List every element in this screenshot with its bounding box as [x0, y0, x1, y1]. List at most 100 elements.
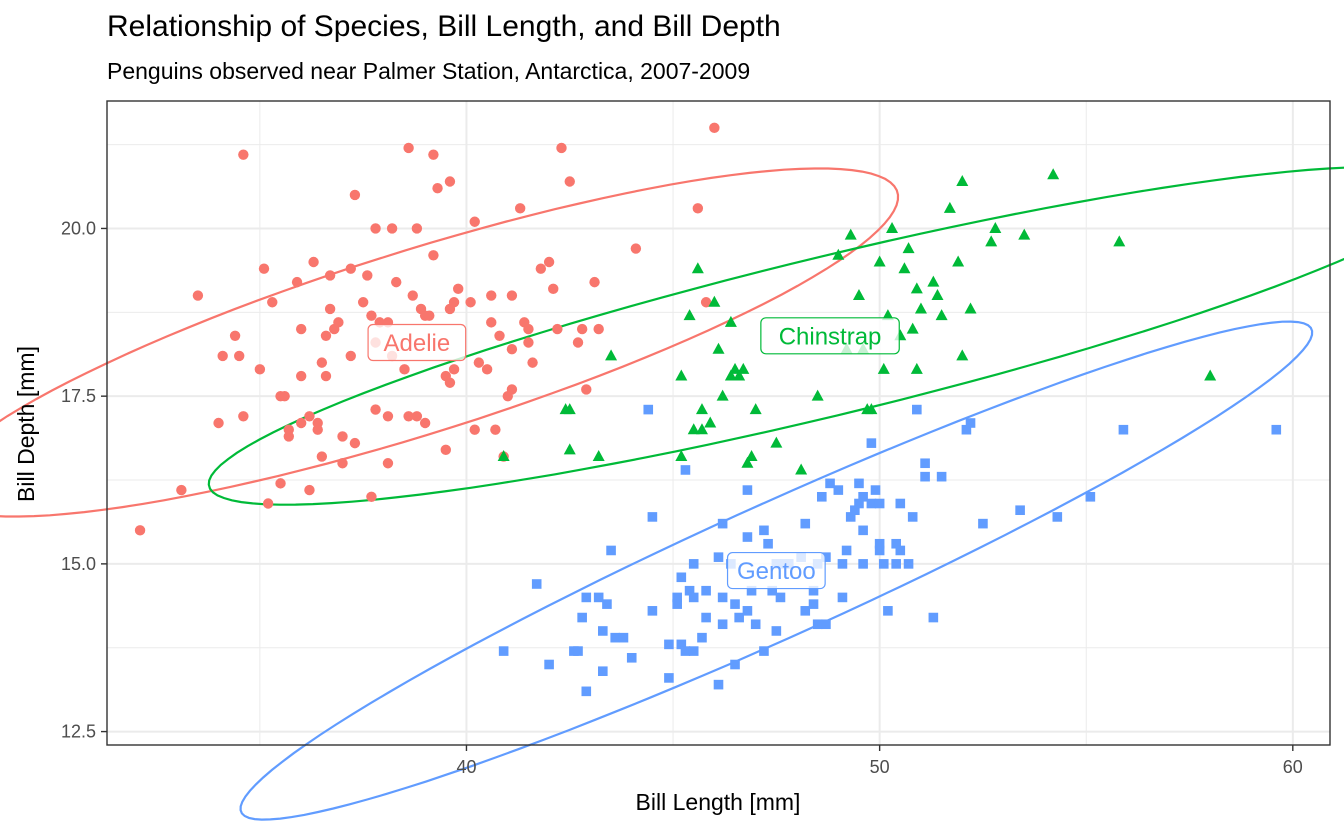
- gentoo-point: [907, 512, 918, 522]
- adelie-point: [490, 424, 501, 435]
- gentoo-point: [581, 686, 592, 697]
- gentoo-point: [821, 552, 831, 562]
- gentoo-point: [742, 485, 753, 495]
- adelie-point: [213, 417, 224, 429]
- gentoo-point: [544, 659, 554, 670]
- gentoo-point: [841, 545, 852, 556]
- gentoo-point: [763, 538, 773, 549]
- data-points: [134, 122, 1282, 697]
- chinstrap-label-text: Chinstrap: [779, 323, 882, 350]
- adelie-point: [349, 189, 361, 201]
- gentoo-label-text: Gentoo: [737, 558, 816, 585]
- chart-subtitle: Penguins observed near Palmer Station, A…: [107, 58, 751, 84]
- gentoo-point: [775, 592, 786, 603]
- adelie-point: [382, 411, 394, 422]
- chinstrap-point: [1047, 168, 1060, 180]
- gentoo-point: [531, 579, 542, 589]
- gentoo-point: [825, 478, 835, 489]
- adelie-point: [386, 223, 398, 234]
- adelie-point: [324, 303, 336, 315]
- gentoo-point: [808, 585, 819, 596]
- chinstrap-point: [989, 221, 1002, 233]
- gentoo-point: [498, 646, 509, 656]
- chinstrap-point: [1018, 228, 1031, 240]
- adelie-point: [192, 290, 204, 301]
- chinstrap-point: [770, 436, 783, 448]
- chinstrap-point: [852, 289, 865, 301]
- gentoo-label-box: [726, 551, 826, 590]
- gentoo-point: [858, 559, 868, 569]
- gentoo-label: Gentoo: [726, 551, 826, 590]
- adelie-point: [564, 176, 575, 187]
- adelie-point: [403, 411, 414, 422]
- adelie-point: [428, 149, 439, 160]
- chinstrap-point: [563, 403, 576, 415]
- adelie-point: [349, 437, 361, 449]
- chinstrap-point: [737, 362, 750, 374]
- chinstrap-point: [733, 369, 746, 381]
- chinstrap-point: [931, 289, 944, 301]
- adelie-point: [283, 424, 294, 435]
- gentoo-point: [759, 525, 769, 536]
- adelie-point: [444, 176, 456, 187]
- y-tick-label: 12.5: [61, 722, 96, 742]
- gentoo-point: [965, 418, 976, 428]
- gentoo-point: [581, 592, 592, 603]
- chinstrap-point: [1113, 235, 1126, 247]
- adelie-point: [469, 424, 480, 435]
- chinstrap-point: [956, 349, 969, 361]
- axes: 40 50 60 12.5 15.0 17.5 20.0: [61, 218, 1303, 777]
- adelie-point: [419, 417, 431, 429]
- chinstrap-point: [691, 262, 704, 274]
- gentoo-point: [812, 619, 823, 630]
- chinstrap-point: [910, 282, 923, 294]
- gentoo-point: [800, 606, 811, 616]
- gentoo-point: [717, 518, 728, 529]
- chart-title: Relationship of Species, Bill Length, an…: [107, 10, 781, 43]
- adelie-point: [337, 458, 348, 469]
- gentoo-point: [912, 404, 922, 415]
- adelie-point: [304, 484, 315, 496]
- chinstrap-point: [935, 309, 948, 321]
- adelie-point: [469, 216, 480, 227]
- adelie-point: [176, 484, 187, 496]
- x-tick-label: 60: [1283, 757, 1303, 777]
- adelie-point: [267, 297, 278, 308]
- chinstrap-point: [675, 450, 688, 462]
- adelie-point: [481, 364, 493, 375]
- chinstrap-point: [873, 255, 886, 267]
- chinstrap-point: [749, 403, 762, 415]
- gentoo-point: [903, 559, 914, 569]
- gentoo-point: [573, 646, 583, 656]
- gentoo-point: [1015, 505, 1025, 516]
- adelie-point: [576, 323, 588, 335]
- chinstrap-point: [952, 255, 965, 267]
- y-tick-label: 20.0: [61, 218, 96, 238]
- gentoo-point: [821, 619, 831, 630]
- chinstrap-point: [844, 228, 857, 240]
- gentoo-point: [688, 646, 699, 656]
- gentoo-point: [742, 532, 753, 542]
- chinstrap-point: [1204, 369, 1217, 381]
- gentoo-point: [717, 592, 728, 603]
- chinstrap-point: [741, 456, 754, 468]
- adelie-point: [238, 149, 249, 160]
- chinstrap-point: [943, 201, 956, 213]
- adelie-point: [279, 390, 290, 402]
- chinstrap-point: [712, 342, 725, 354]
- adelie-point: [424, 310, 435, 321]
- adelie-label-box: [367, 323, 467, 362]
- gentoo-point: [833, 485, 844, 495]
- adelie-point: [506, 344, 518, 355]
- adelie-point: [399, 364, 410, 375]
- adelie-label: Adelie: [367, 323, 467, 362]
- adelie-point: [258, 263, 270, 274]
- panel-background: [107, 101, 1330, 745]
- gentoo-point: [928, 612, 939, 623]
- adelie-point: [486, 317, 497, 328]
- adelie-point: [552, 323, 563, 335]
- gentoo-point: [734, 612, 744, 623]
- adelie-point: [486, 290, 497, 301]
- chinstrap-point: [886, 221, 899, 233]
- gentoo-point: [593, 592, 604, 603]
